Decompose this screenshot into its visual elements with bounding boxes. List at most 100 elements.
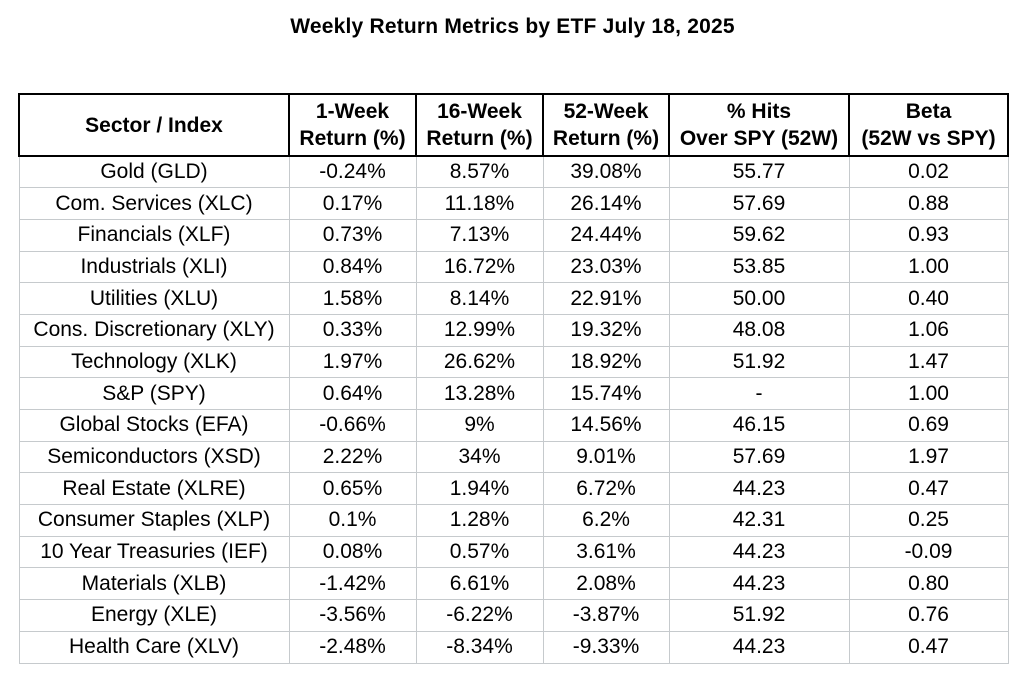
table-row: Materials (XLB) -1.42% 6.61% 2.08% 44.23 0.80	[18, 567, 1009, 601]
pct-hits-cell: 55.77	[668, 155, 850, 189]
sector-index-cell: Utilities (XLU)	[18, 282, 290, 315]
beta-cell: 0.69	[848, 409, 1009, 442]
sixteen-week-return-cell: 8.14%	[415, 282, 544, 315]
sector-index-cell: Industrials (XLI)	[18, 250, 290, 284]
beta-cell: 1.97	[848, 440, 1009, 474]
table-row: Utilities (XLU) 1.58% 8.14% 22.91% 50.00 0.40	[18, 282, 1009, 315]
sector-index-cell: S&P (SPY)	[18, 377, 290, 410]
pct-hits-cell: -	[668, 377, 850, 410]
fifty-two-week-return-cell: 24.44%	[542, 218, 670, 252]
one-week-return-cell: 0.17%	[288, 187, 417, 220]
pct-hits-cell: 59.62	[668, 218, 850, 252]
beta-cell: 0.47	[848, 630, 1009, 664]
sixteen-week-return-cell: 8.57%	[415, 155, 544, 189]
table-row: Consumer Staples (XLP) 0.1% 1.28% 6.2% 42.31…	[18, 504, 1009, 537]
table-row: Health Care (XLV) -2.48% -8.34% -9.33% 44.23…	[18, 630, 1009, 664]
sector-index-cell: Com. Services (XLC)	[18, 187, 290, 220]
one-week-return-cell: 1.58%	[288, 282, 417, 315]
beta-cell: 1.47	[848, 345, 1009, 379]
pct-hits-cell: 46.15	[668, 409, 850, 442]
header-row: Sector / Index 1-Week Return (%) 16-Week…	[18, 93, 1009, 157]
one-week-return-cell: 1.97%	[288, 345, 417, 379]
sixteen-week-return-cell: 6.61%	[415, 567, 544, 601]
table-row: S&P (SPY) 0.64% 13.28% 15.74% -1.00	[18, 377, 1009, 410]
beta-cell: 0.02	[848, 155, 1009, 189]
fifty-two-week-return-cell: 6.2%	[542, 504, 670, 537]
table-row: Energy (XLE) -3.56% -6.22% -3.87% 51.92 0.76	[18, 599, 1009, 632]
page-title: Weekly Return Metrics by ETF July 18, 20…	[290, 15, 735, 38]
beta-cell: 0.40	[848, 282, 1009, 315]
column-header-1-week-return: 1-Week Return (%)	[288, 93, 417, 157]
fifty-two-week-return-cell: 19.32%	[542, 313, 670, 347]
beta-cell: 0.93	[848, 218, 1009, 252]
header-line: Return (%)	[299, 127, 406, 150]
header-line: Return (%)	[552, 127, 660, 150]
fifty-two-week-return-cell: 2.08%	[542, 567, 670, 601]
sixteen-week-return-cell: 0.57%	[415, 535, 544, 569]
header-line: Sector / Index	[85, 113, 223, 137]
pct-hits-cell: 51.92	[668, 345, 850, 379]
fifty-two-week-return-cell: 26.14%	[542, 187, 670, 220]
sixteen-week-return-cell: 1.28%	[415, 504, 544, 537]
sixteen-week-return-cell: 11.18%	[415, 187, 544, 220]
pct-hits-cell: 42.31	[668, 504, 850, 537]
header-line: (52W vs SPY)	[861, 127, 996, 150]
table-row: Global Stocks (EFA) -0.66% 9% 14.56% 46.15 0.…	[18, 409, 1009, 442]
table-row: Cons. Discretionary (XLY) 0.33% 12.99% 19.3…	[18, 313, 1009, 347]
table-row: Gold (GLD) -0.24% 8.57% 39.08% 55.77 0.02	[18, 155, 1009, 189]
one-week-return-cell: 0.65%	[288, 472, 417, 506]
beta-cell: 1.00	[848, 377, 1009, 410]
sector-index-cell: Technology (XLK)	[18, 345, 290, 379]
one-week-return-cell: -0.66%	[288, 409, 417, 442]
header-line: Beta	[905, 100, 952, 123]
header-line: 52-Week	[563, 100, 649, 123]
sector-index-cell: Gold (GLD)	[18, 155, 290, 189]
table-row: Technology (XLK) 1.97% 26.62% 18.92% 51.92 1.…	[18, 345, 1009, 379]
sixteen-week-return-cell: 12.99%	[415, 313, 544, 347]
sixteen-week-return-cell: -6.22%	[415, 599, 544, 632]
fifty-two-week-return-cell: 18.92%	[542, 345, 670, 379]
pct-hits-cell: 44.23	[668, 472, 850, 506]
one-week-return-cell: 0.33%	[288, 313, 417, 347]
fifty-two-week-return-cell: 3.61%	[542, 535, 670, 569]
sector-index-cell: Financials (XLF)	[18, 218, 290, 252]
header-line: Over SPY (52W)	[679, 127, 839, 150]
pct-hits-cell: 57.69	[668, 440, 850, 474]
sector-index-cell: Health Care (XLV)	[18, 630, 290, 664]
beta-cell: -0.09	[848, 535, 1009, 569]
one-week-return-cell: 0.73%	[288, 218, 417, 252]
sixteen-week-return-cell: 7.13%	[415, 218, 544, 252]
sixteen-week-return-cell: 26.62%	[415, 345, 544, 379]
etf-metrics-table: Sector / Index 1-Week Return (%) 16-Week…	[18, 93, 1009, 664]
one-week-return-cell: 0.1%	[288, 504, 417, 537]
sixteen-week-return-cell: 1.94%	[415, 472, 544, 506]
column-header-beta: Beta (52W vs SPY)	[848, 93, 1009, 157]
one-week-return-cell: 2.22%	[288, 440, 417, 474]
one-week-return-cell: -3.56%	[288, 599, 417, 632]
header-line: 16-Week	[437, 100, 522, 123]
header-line: Return (%)	[426, 127, 533, 150]
fifty-two-week-return-cell: 15.74%	[542, 377, 670, 410]
one-week-return-cell: 0.64%	[288, 377, 417, 410]
pct-hits-cell: 50.00	[668, 282, 850, 315]
pct-hits-cell: 53.85	[668, 250, 850, 284]
sector-index-cell: 10 Year Treasuries (IEF)	[18, 535, 290, 569]
sixteen-week-return-cell: -8.34%	[415, 630, 544, 664]
fifty-two-week-return-cell: 6.72%	[542, 472, 670, 506]
fifty-two-week-return-cell: 9.01%	[542, 440, 670, 474]
header-line: % Hits	[726, 100, 792, 123]
header-line: 1-Week	[315, 100, 390, 123]
beta-cell: 0.80	[848, 567, 1009, 601]
table-row: Industrials (XLI) 0.84% 16.72% 23.03% 53.85 1…	[18, 250, 1009, 284]
table-row: 10 Year Treasuries (IEF) 0.08% 0.57% 3.61% 4…	[18, 535, 1009, 569]
pct-hits-cell: 44.23	[668, 567, 850, 601]
sector-index-cell: Global Stocks (EFA)	[18, 409, 290, 442]
table-header: Sector / Index 1-Week Return (%) 16-Week…	[18, 93, 1009, 157]
one-week-return-cell: -2.48%	[288, 630, 417, 664]
beta-cell: 1.06	[848, 313, 1009, 347]
one-week-return-cell: -0.24%	[288, 155, 417, 189]
sixteen-week-return-cell: 34%	[415, 440, 544, 474]
column-header-52-week-return: 52-Week Return (%)	[542, 93, 670, 157]
beta-cell: 0.47	[848, 472, 1009, 506]
table-row: Semiconductors (XSD) 2.22% 34% 9.01% 57.69 1.…	[18, 440, 1009, 474]
